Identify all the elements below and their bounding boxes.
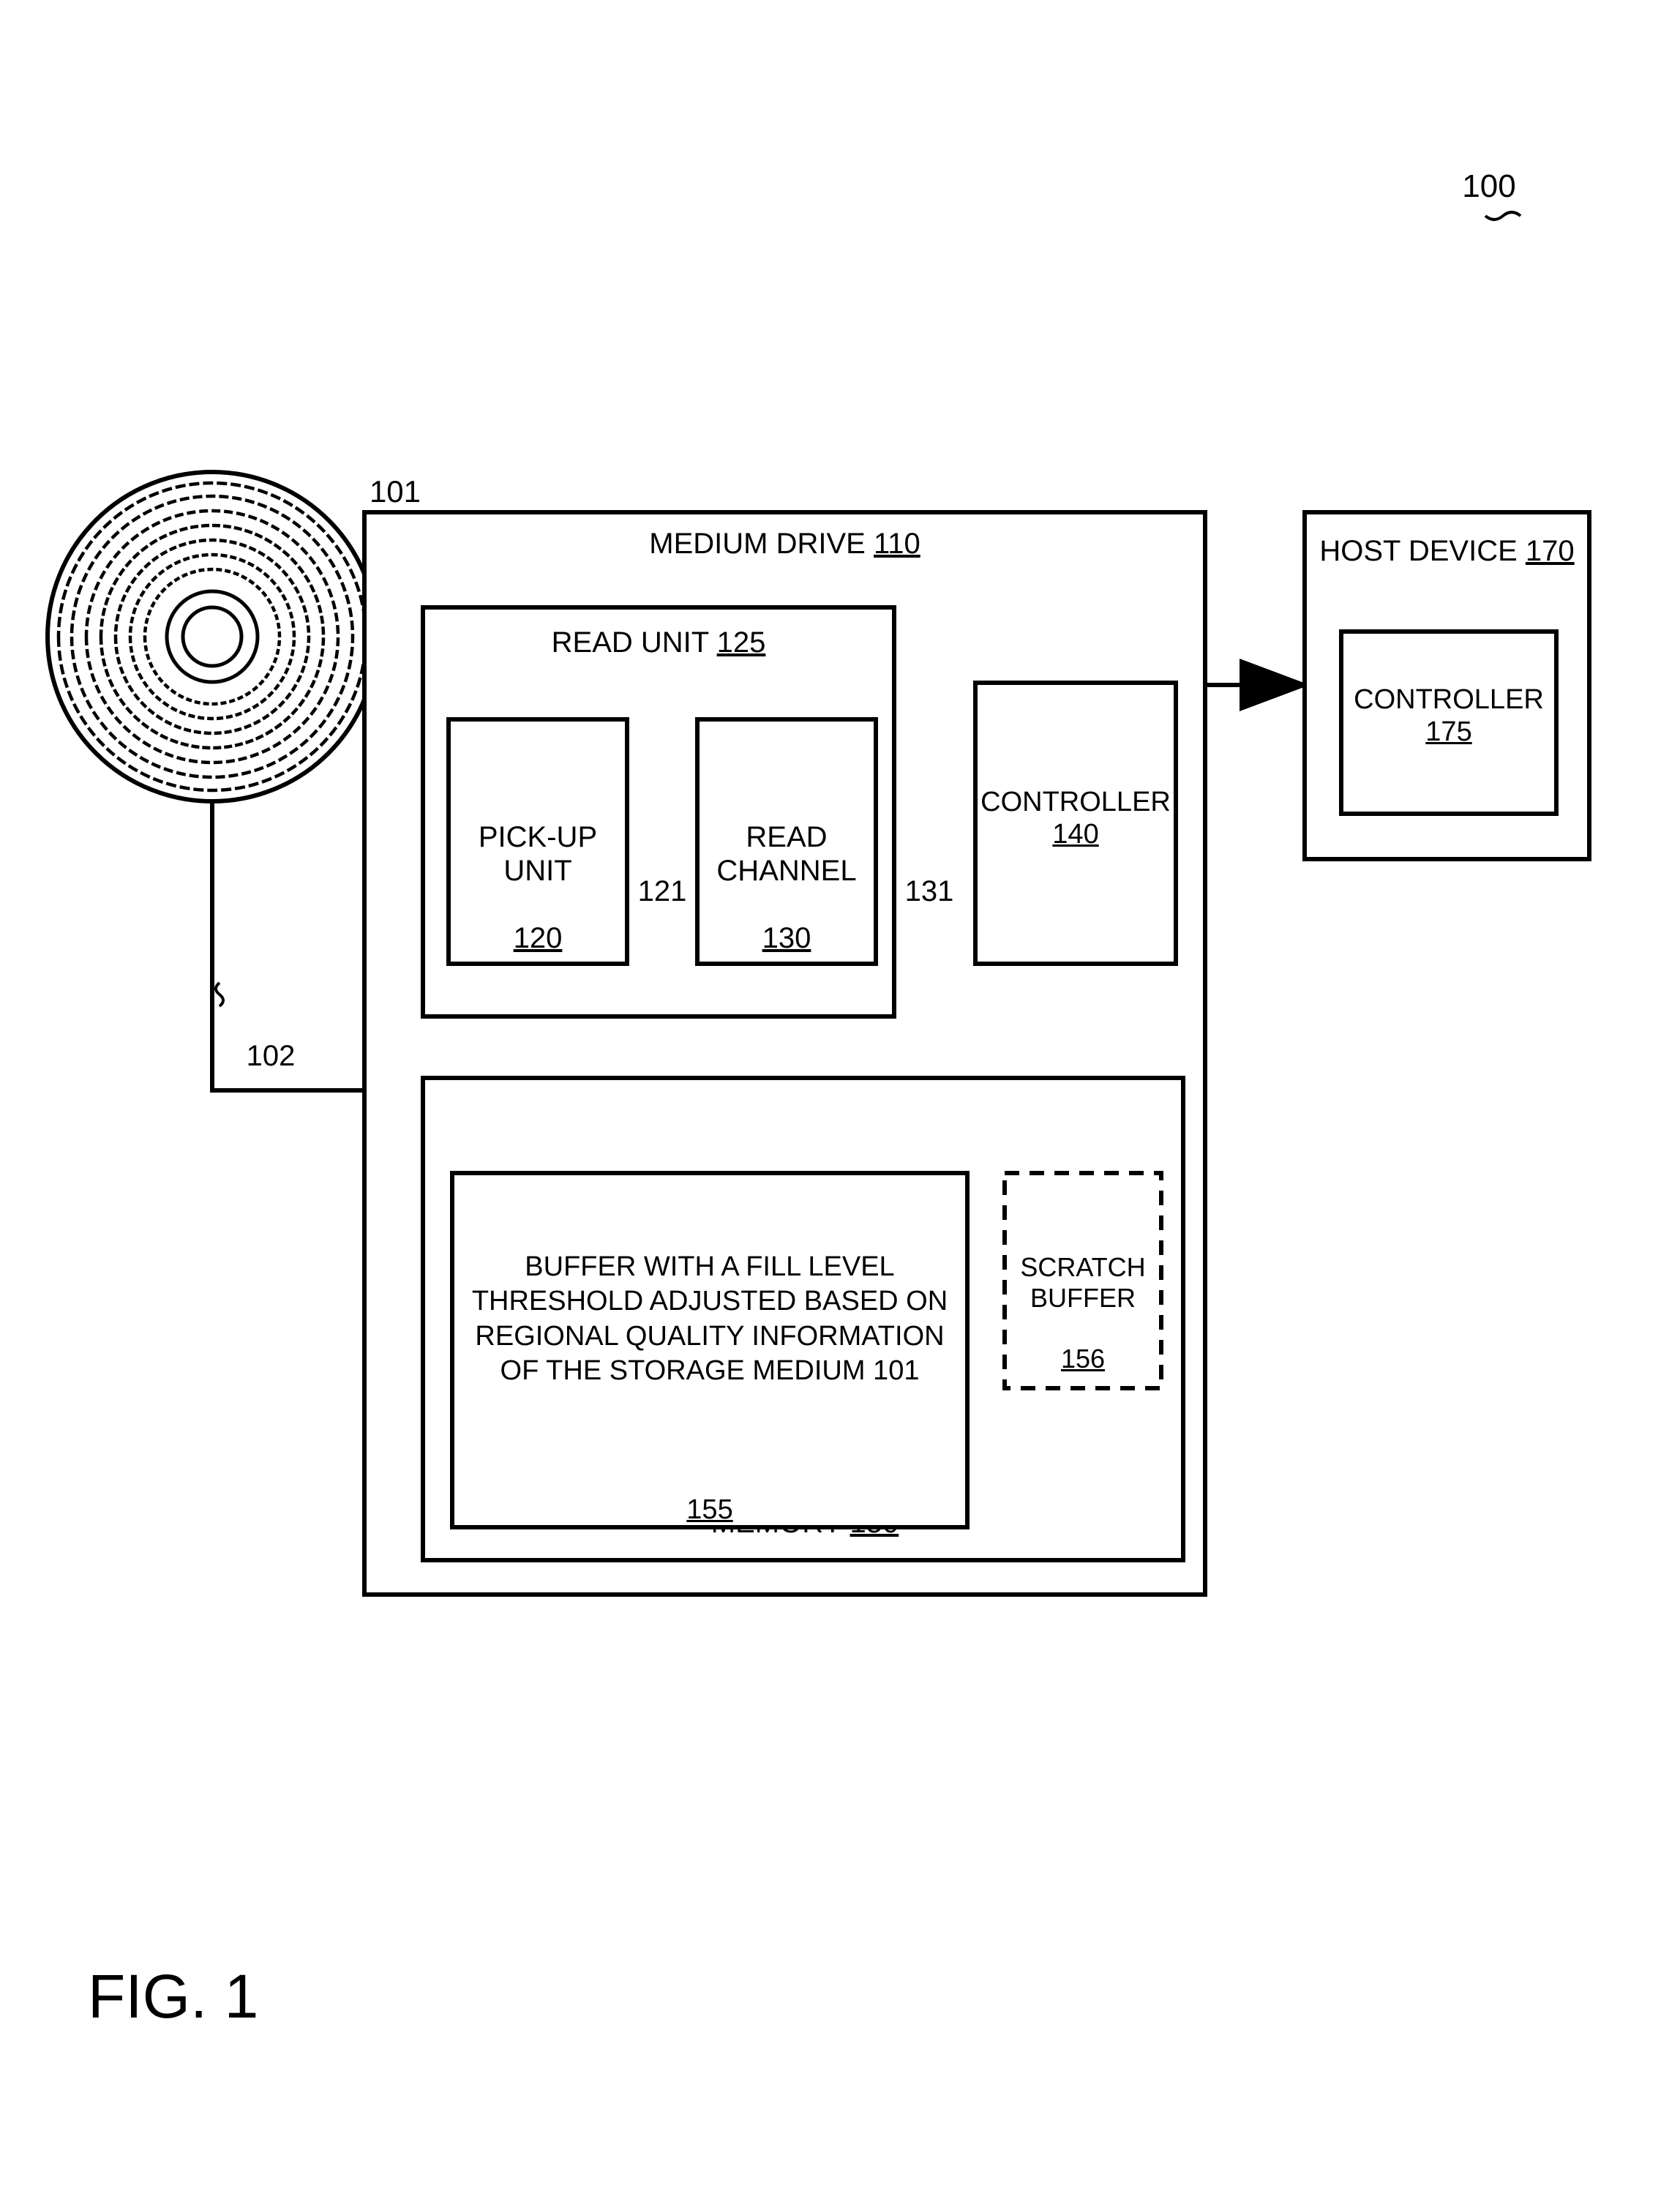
diagram-canvas: MEDIUM DRIVE 110 READ UNIT 125 PICK-UP U… — [0, 0, 1680, 2210]
host-title-text: HOST DEVICE — [1319, 535, 1517, 567]
medium-drive-title-text: MEDIUM DRIVE — [649, 528, 866, 560]
read-channel-title-text: READ CHANNEL — [716, 821, 856, 887]
read-channel-title: READ CHANNEL 130 — [695, 787, 878, 955]
buffer-text: BUFFER WITH A FILL LEVEL THRESHOLD ADJUS… — [461, 1215, 959, 1528]
medium-drive-ref: 110 — [874, 528, 920, 560]
scratch-title-text: SCRATCH BUFFER — [1020, 1252, 1145, 1312]
ref-100: 100 — [1452, 168, 1526, 206]
pickup-title: PICK-UP UNIT 120 — [446, 787, 629, 955]
host-controller-ref: 175 — [1425, 716, 1471, 747]
read-unit-title: READ UNIT 125 — [421, 626, 896, 659]
host-title: HOST DEVICE 170 — [1302, 534, 1591, 568]
controller-title-text: CONTROLLER — [980, 787, 1171, 817]
controller-ref: 140 — [1052, 819, 1098, 850]
ref-131: 131 — [893, 874, 966, 908]
scratch-title: SCRATCH BUFFER 156 — [1002, 1222, 1163, 1374]
host-ref: 170 — [1526, 535, 1575, 567]
figure-label: FIG. 1 — [88, 1961, 258, 2032]
read-channel-ref: 130 — [762, 922, 811, 954]
read-unit-ref: 125 — [717, 626, 766, 659]
pickup-ref: 120 — [514, 922, 563, 954]
controller-title: CONTROLLER 140 — [973, 787, 1178, 850]
ref-102: 102 — [234, 1039, 307, 1073]
pickup-title-text: PICK-UP UNIT — [479, 821, 597, 887]
host-controller-title: CONTROLLER 175 — [1339, 684, 1559, 748]
host-controller-title-text: CONTROLLER — [1354, 684, 1544, 715]
medium-drive-title: MEDIUM DRIVE 110 — [362, 527, 1207, 561]
read-unit-title-text: READ UNIT — [552, 626, 709, 659]
ref-101: 101 — [359, 474, 432, 509]
ref-121: 121 — [626, 874, 699, 908]
buffer-text-content: BUFFER WITH A FILL LEVEL THRESHOLD ADJUS… — [472, 1251, 948, 1387]
buffer-ref: 155 — [686, 1494, 732, 1525]
scratch-ref: 156 — [1061, 1344, 1105, 1374]
